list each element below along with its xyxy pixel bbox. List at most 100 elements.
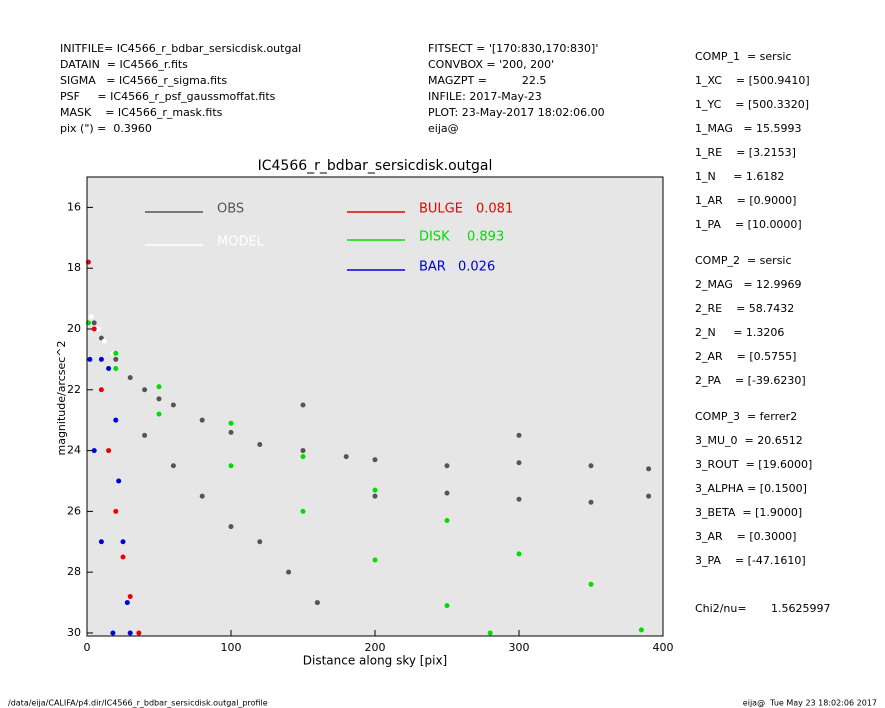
point <box>372 557 378 563</box>
parameter: Chi2/nu= 1.5625997 <box>695 602 831 615</box>
point <box>127 375 133 381</box>
point <box>91 448 97 454</box>
y-tick-label: 16 <box>67 200 81 213</box>
point <box>113 417 119 423</box>
point <box>646 493 652 499</box>
point <box>156 396 162 402</box>
point <box>170 463 176 469</box>
legend-label: DISK <box>419 230 450 245</box>
parameter: 1_MAG = 15.5993 <box>695 122 802 135</box>
point <box>124 600 130 606</box>
parameter: 3_PA = [-47.1610] <box>695 554 806 567</box>
point <box>444 463 450 469</box>
y-tick-label: 30 <box>67 626 81 639</box>
y-tick-label: 22 <box>67 383 81 396</box>
y-tick-label: 26 <box>67 504 81 517</box>
point <box>113 350 119 356</box>
point <box>516 496 522 502</box>
point <box>444 517 450 523</box>
parameter: 1_XC = [500.9410] <box>695 74 810 87</box>
point <box>88 314 94 320</box>
parameter: COMP_2 = sersic <box>695 254 792 267</box>
point <box>300 508 306 514</box>
point <box>588 499 594 505</box>
y-tick-label: 18 <box>67 261 81 274</box>
point <box>98 356 104 362</box>
header-line: MAGZPT = 22.5 <box>428 74 546 87</box>
point <box>257 539 263 545</box>
point <box>444 490 450 496</box>
point <box>646 466 652 472</box>
point <box>156 384 162 390</box>
point <box>588 581 594 587</box>
legend-label: OBS <box>217 202 244 217</box>
point <box>87 356 93 362</box>
x-tick-label: 400 <box>653 641 674 654</box>
x-tick-label: 200 <box>365 641 386 654</box>
point <box>113 366 119 372</box>
point <box>372 493 378 499</box>
point <box>106 448 112 454</box>
footer-path: /data/eija/CALIFA/p4.dir/IC4566_r_bdbar_… <box>8 699 268 708</box>
point <box>588 463 594 469</box>
legend-fraction: 0.893 <box>467 230 504 245</box>
point <box>444 603 450 609</box>
point <box>120 554 126 560</box>
parameter: 2_N = 1.3206 <box>695 326 784 339</box>
parameter: COMP_3 = ferrer2 <box>695 410 797 423</box>
point <box>372 457 378 463</box>
point <box>286 569 292 575</box>
point <box>113 356 119 362</box>
point <box>98 539 104 545</box>
header-line: CONVBOX = '200, 200' <box>428 58 554 71</box>
point <box>91 326 97 332</box>
point <box>136 630 142 636</box>
footer-date: eija@ Tue May 23 18:02:06 2017 <box>743 699 877 708</box>
point <box>638 627 644 633</box>
parameter: 2_PA = [-39.6230] <box>695 374 806 387</box>
header-line: MASK = IC4566_r_mask.fits <box>60 106 223 119</box>
point <box>228 420 234 426</box>
legend-fraction: 0.026 <box>458 260 495 275</box>
parameter: 1_PA = [10.0000] <box>695 218 802 231</box>
x-tick-label: 100 <box>221 641 242 654</box>
parameter: 3_ALPHA = [0.1500] <box>695 482 807 495</box>
header-line: FITSECT = '[170:830,170:830]' <box>428 42 598 55</box>
point <box>228 524 234 530</box>
plot-frame <box>86 176 664 637</box>
header-line: eija@ <box>428 122 459 135</box>
y-tick-label: 20 <box>67 322 81 335</box>
parameter: 2_RE = 58.7432 <box>695 302 794 315</box>
point <box>101 338 107 344</box>
point <box>142 432 148 438</box>
chart-title: IC4566_r_bdbar_sersicdisk.outgal <box>258 158 493 174</box>
point <box>300 402 306 408</box>
legend-label: BULGE <box>419 202 463 217</box>
point <box>300 454 306 460</box>
point <box>343 454 349 460</box>
point <box>516 551 522 557</box>
header-line: SIGMA = IC4566_r_sigma.fits <box>60 74 227 87</box>
point <box>199 493 205 499</box>
point <box>199 417 205 423</box>
parameter: 3_MU_0 = 20.6512 <box>695 434 803 447</box>
point <box>110 630 116 636</box>
point <box>120 539 126 545</box>
y-axis-label: magnitude/arcsec^2 <box>55 340 68 455</box>
point <box>91 320 97 326</box>
parameter: 3_BETA = [1.9000] <box>695 506 802 519</box>
x-axis-label: Distance along sky [pix] <box>303 654 447 668</box>
point <box>300 448 306 454</box>
point <box>228 429 234 435</box>
point <box>314 600 320 606</box>
header-line: DATAIN = IC4566_r.fits <box>60 58 188 71</box>
parameter: 1_AR = [0.9000] <box>695 194 796 207</box>
legend-fraction: 0.081 <box>476 202 513 217</box>
point <box>170 402 176 408</box>
point <box>142 387 148 393</box>
point <box>113 508 119 514</box>
header-line: PSF = IC4566_r_psf_gaussmoffat.fits <box>60 90 276 103</box>
header-line: INFILE: 2017-May-23 <box>428 90 542 103</box>
point <box>98 387 104 393</box>
point <box>156 411 162 417</box>
